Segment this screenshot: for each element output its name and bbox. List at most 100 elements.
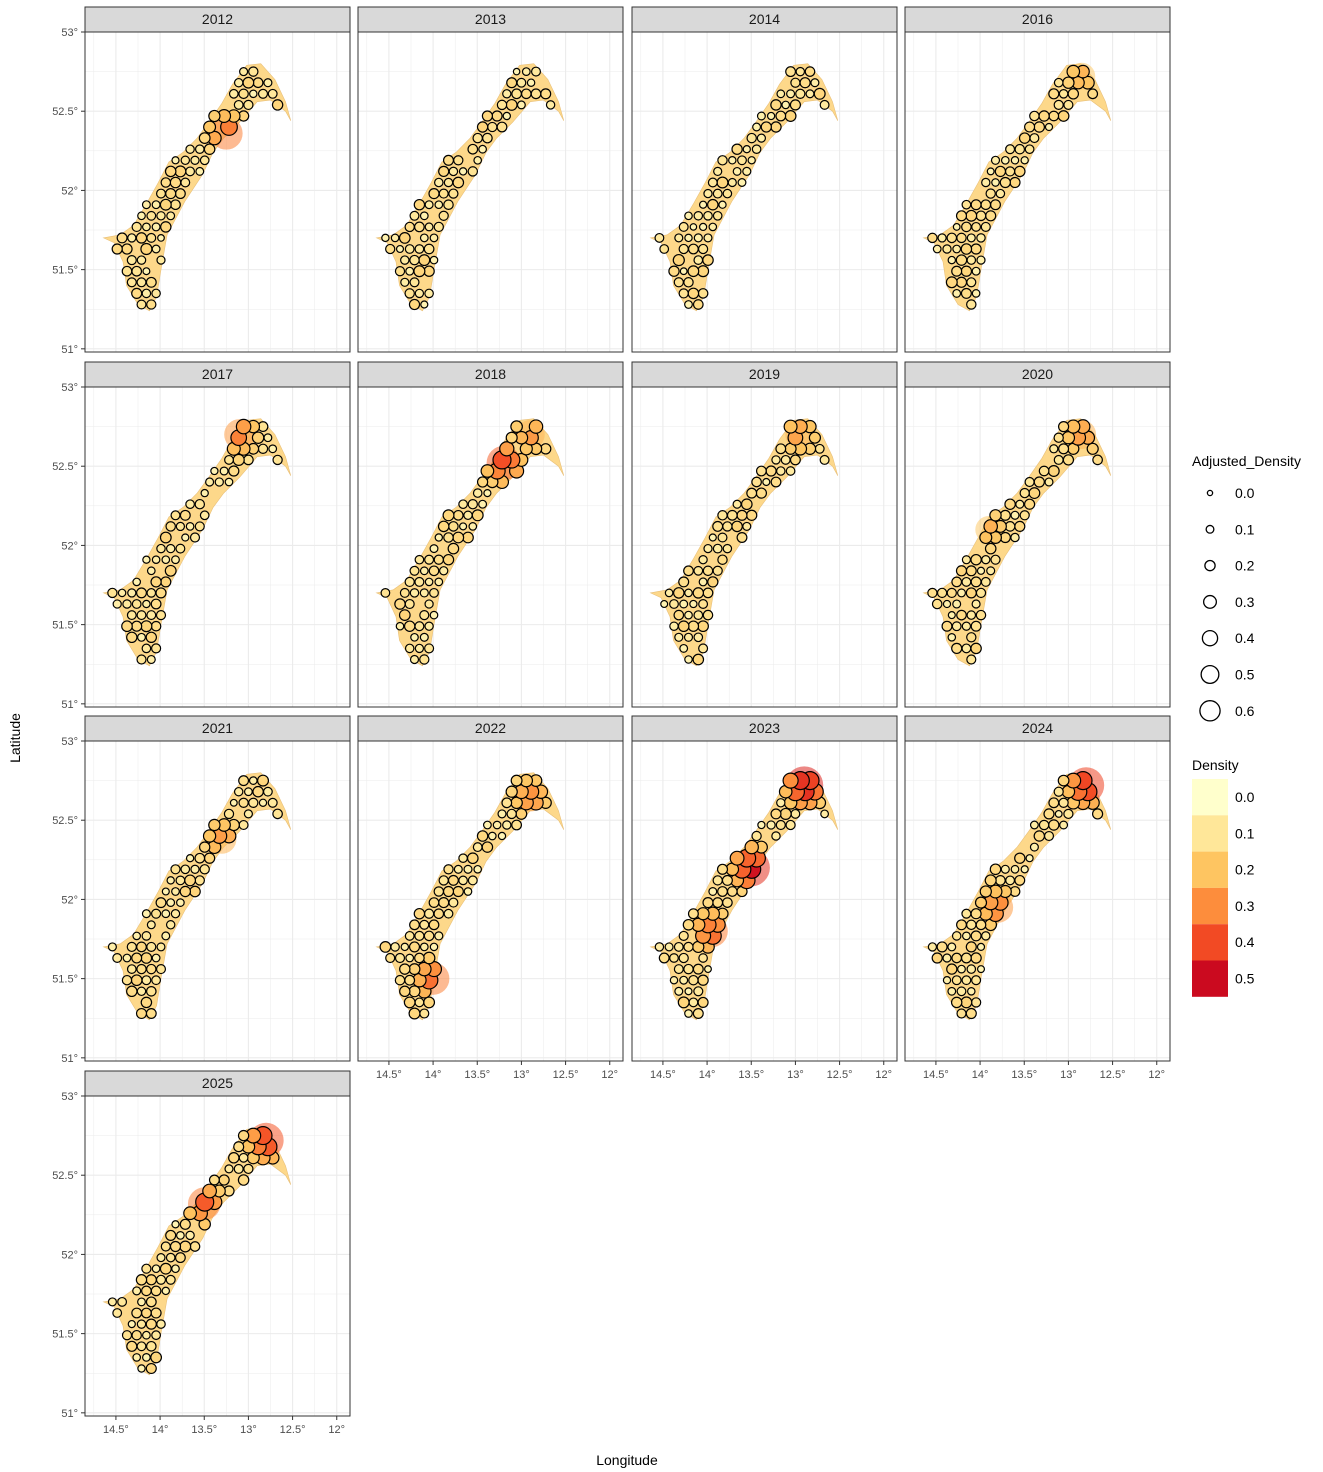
data-point — [243, 1163, 254, 1175]
data-point — [1066, 64, 1081, 79]
data-point — [429, 233, 439, 243]
data-point — [146, 588, 157, 598]
data-point — [156, 543, 166, 554]
data-point — [1000, 155, 1010, 165]
data-point — [697, 243, 709, 255]
data-point — [702, 587, 714, 599]
fill-legend-label: 0.1 — [1235, 825, 1255, 841]
data-point — [413, 907, 426, 920]
x-tick-label: 12.5° — [827, 1069, 853, 1081]
data-point — [390, 233, 400, 243]
y-tick-label: 52.5° — [52, 461, 78, 473]
data-point — [243, 454, 254, 466]
data-point — [960, 287, 972, 299]
data-point — [145, 985, 157, 997]
data-point — [202, 1183, 218, 1199]
data-point — [141, 200, 151, 210]
data-point — [140, 620, 153, 633]
data-point — [995, 875, 1006, 886]
data-point — [516, 77, 527, 88]
data-point — [476, 830, 489, 842]
data-point — [228, 88, 239, 99]
data-point — [683, 565, 694, 577]
data-point — [164, 165, 177, 178]
data-point — [409, 210, 420, 221]
data-point — [974, 896, 988, 909]
facet-panel-2017: 2017 51° 51.5° 52° 52.5° 53° — [52, 361, 351, 711]
facet-strip-label: 2019 — [749, 366, 780, 382]
data-point — [965, 209, 978, 222]
data-point — [805, 89, 815, 99]
data-point — [672, 587, 685, 599]
data-point — [1048, 88, 1060, 100]
facet-panel-2019: 2019 — [631, 361, 898, 708]
data-point — [146, 299, 157, 310]
data-point — [438, 188, 449, 199]
fill-legend-label: 0.3 — [1235, 898, 1255, 914]
data-point — [975, 919, 987, 931]
data-point — [478, 499, 488, 509]
data-point — [698, 643, 709, 654]
data-point — [951, 265, 963, 277]
data-point — [414, 643, 425, 654]
data-point — [1043, 808, 1055, 820]
data-point — [126, 610, 137, 621]
panel-background — [85, 32, 350, 352]
data-point — [684, 300, 693, 309]
data-point — [131, 1329, 142, 1341]
fill-legend-key — [1192, 924, 1228, 961]
data-point — [127, 233, 137, 243]
data-point — [762, 477, 771, 487]
data-point — [966, 964, 977, 974]
data-point — [819, 99, 830, 110]
data-point — [496, 99, 508, 111]
data-point — [258, 798, 268, 808]
data-point — [1053, 432, 1064, 443]
data-point — [693, 632, 704, 643]
data-point — [981, 931, 991, 941]
facet-panel-2014: 2014 — [631, 6, 898, 353]
data-point — [760, 121, 772, 133]
data-point — [1063, 99, 1074, 110]
data-point — [452, 531, 465, 544]
data-point — [161, 887, 170, 896]
data-point — [238, 797, 249, 808]
data-point — [112, 599, 122, 609]
data-point — [442, 509, 455, 522]
data-point — [512, 67, 521, 76]
data-point — [1015, 499, 1025, 509]
data-point — [717, 886, 728, 897]
data-point — [472, 132, 483, 144]
data-point — [976, 942, 986, 952]
data-point — [179, 509, 191, 521]
data-point — [1044, 477, 1054, 487]
data-point — [687, 287, 700, 300]
data-point — [414, 244, 425, 254]
data-point — [952, 244, 962, 254]
data-point — [414, 576, 425, 587]
data-point — [252, 77, 264, 89]
data-point — [419, 942, 429, 952]
data-point — [453, 155, 464, 166]
data-point — [684, 610, 693, 620]
data-point — [175, 521, 186, 532]
data-point — [170, 864, 181, 875]
data-point — [390, 942, 400, 952]
data-point — [185, 522, 195, 531]
data-point — [986, 566, 996, 576]
data-point — [956, 588, 967, 598]
data-point — [770, 808, 782, 820]
data-point — [410, 632, 419, 642]
data-point — [424, 643, 435, 654]
data-point — [442, 885, 455, 898]
data-point — [480, 464, 495, 478]
panel-border — [84, 31, 351, 353]
data-point — [808, 431, 822, 444]
data-point — [146, 610, 157, 621]
data-point — [971, 221, 982, 232]
data-point — [135, 232, 148, 244]
data-point — [1009, 176, 1021, 189]
data-point — [404, 974, 416, 986]
data-point — [1058, 797, 1069, 808]
facet-strip-label: 2014 — [749, 11, 780, 27]
